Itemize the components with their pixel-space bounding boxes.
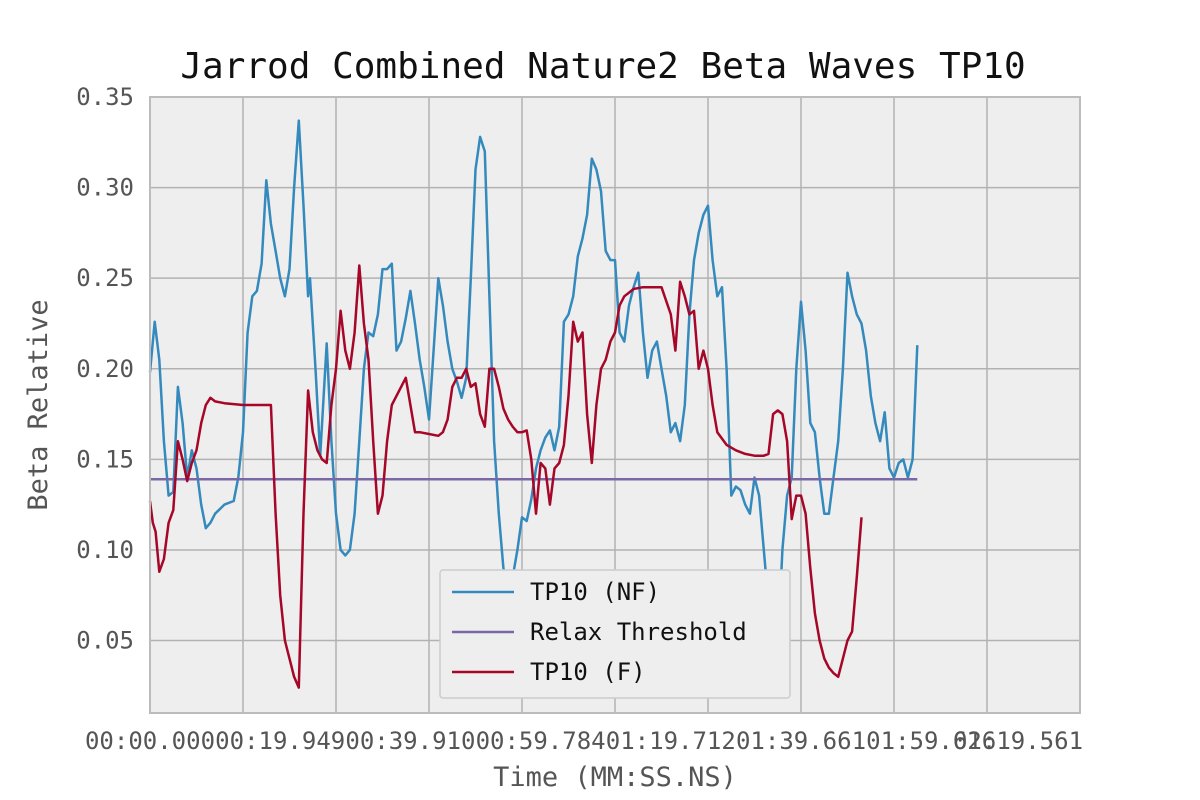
x-tick-label: 01:59.616 (866, 727, 996, 755)
series-line-2 (148, 264, 863, 689)
series-lines (148, 119, 919, 689)
y-tick-label: 0.30 (76, 174, 134, 202)
y-tick-label: 0.15 (76, 445, 134, 473)
x-tick-label: 00:59.784 (476, 727, 606, 755)
legend-box (439, 569, 791, 699)
x-axis-ticks: 00:00.000 00:19.949 00:39.910 00:59.784 01:1… (85, 727, 1083, 755)
y-tick-label: 0.20 (76, 355, 134, 383)
y-tick-label: 0.35 (76, 83, 134, 111)
y-axis-label: Beta Relative (23, 299, 54, 510)
plot-frame (149, 96, 1081, 714)
legend: TP10 (NF) Relax Threshold TP10 (F) (439, 569, 791, 699)
legend-label-0: TP10 (NF) (530, 578, 660, 606)
x-tick-label: 00:00.000 (85, 727, 215, 755)
x-axis-label: Time (MM:SS.NS) (493, 762, 737, 793)
x-tick-label: 01:39.661 (736, 727, 866, 755)
y-axis-ticks: 0.05 0.10 0.15 0.20 0.25 0.30 0.35 (76, 83, 134, 655)
legend-label-2: TP10 (F) (530, 658, 646, 686)
x-tick-label: 02:19.561 (953, 727, 1083, 755)
y-tick-label: 0.05 (76, 627, 134, 655)
legend-label-1: Relax Threshold (530, 618, 747, 646)
chart-title: Jarrod Combined Nature2 Beta Waves TP10 (180, 46, 1025, 87)
x-tick-label: 00:19.949 (215, 727, 345, 755)
y-tick-label: 0.25 (76, 264, 134, 292)
y-tick-label: 0.10 (76, 536, 134, 564)
x-tick-label: 01:19.712 (606, 727, 736, 755)
x-tick-label: 00:39.910 (345, 727, 475, 755)
